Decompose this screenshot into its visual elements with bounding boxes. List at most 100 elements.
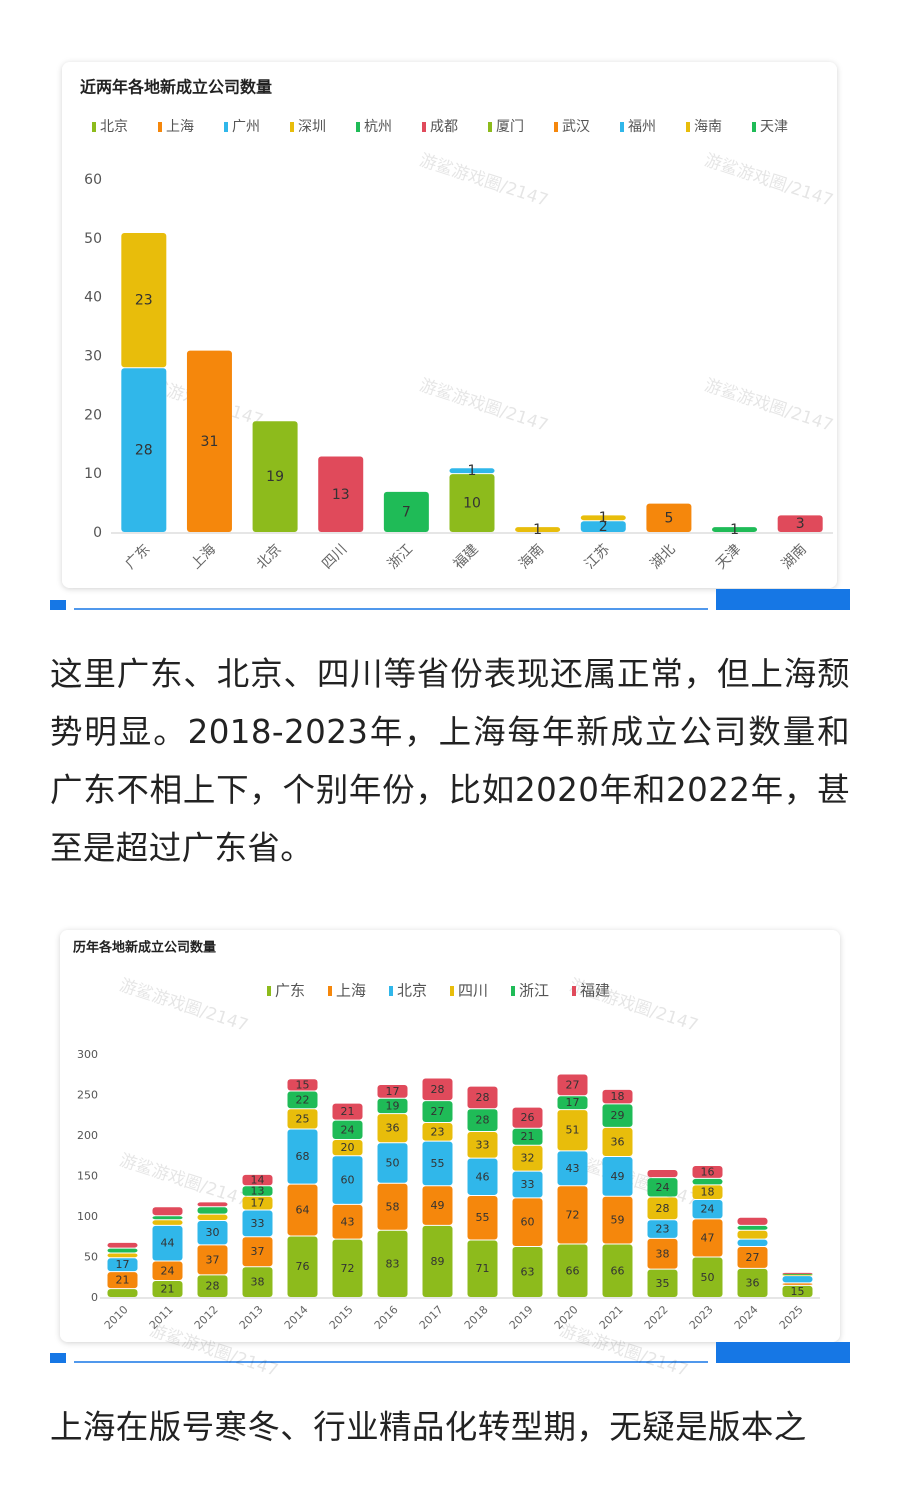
data-label: 30 (206, 1226, 220, 1239)
bar-segment (580, 521, 626, 532)
data-label: 2 (599, 519, 608, 535)
bar-segment (197, 1202, 228, 1207)
data-label: 64 (296, 1204, 310, 1217)
legend-label: 天津 (760, 119, 788, 135)
bar-segment (449, 468, 495, 474)
bar-segment (512, 1171, 543, 1198)
data-label: 37 (251, 1245, 265, 1258)
bar-segment (557, 1244, 588, 1297)
legend-marker (686, 122, 690, 132)
data-label: 26 (521, 1111, 535, 1124)
data-label: 21 (116, 1274, 130, 1287)
bar-segment (737, 1230, 768, 1239)
legend-label: 厦门 (496, 119, 524, 135)
data-label: 44 (161, 1237, 175, 1250)
data-label: 24 (656, 1181, 670, 1194)
bar-segment (242, 1186, 273, 1196)
bar-segment (107, 1253, 138, 1258)
data-label: 18 (701, 1186, 715, 1199)
data-label: 7 (402, 504, 411, 520)
bar-segment (186, 350, 232, 532)
bar-segment (287, 1184, 318, 1236)
legend-label: 广州 (232, 119, 260, 135)
data-label: 36 (386, 1122, 400, 1135)
bar-segment (692, 1199, 723, 1219)
legend-marker (92, 122, 96, 132)
bar-segment (467, 1086, 498, 1109)
data-label: 13 (251, 1184, 265, 1197)
bar-segment (557, 1151, 588, 1186)
data-label: 1 (468, 463, 477, 479)
bar-segment (692, 1178, 723, 1185)
bar-segment (557, 1110, 588, 1151)
legend-label: 北京 (397, 982, 427, 1000)
bar-segment (107, 1258, 138, 1272)
bar-segment (692, 1257, 723, 1297)
data-label: 21 (341, 1105, 355, 1118)
bar-segment (377, 1230, 408, 1297)
bar-segment (737, 1246, 768, 1268)
data-label: 33 (476, 1138, 490, 1151)
bar-segment (422, 1123, 453, 1141)
data-label: 18 (611, 1090, 625, 1103)
data-label: 33 (251, 1217, 265, 1230)
bar-segment (377, 1098, 408, 1114)
legend-label: 武汉 (562, 119, 590, 135)
data-label: 24 (341, 1123, 355, 1136)
legend-label: 福建 (580, 982, 610, 1000)
bar-segment (107, 1289, 138, 1297)
y-tick-label: 60 (84, 172, 102, 188)
legend-marker (572, 986, 576, 996)
data-label: 49 (611, 1170, 625, 1183)
data-label: 14 (251, 1174, 265, 1187)
bar-segment (602, 1089, 633, 1104)
bar-segment (422, 1141, 453, 1186)
data-label: 47 (701, 1231, 715, 1244)
data-label: 17 (386, 1085, 400, 1098)
bar-segment (287, 1129, 318, 1184)
data-label: 32 (521, 1152, 535, 1165)
bar-segment (467, 1109, 498, 1131)
bar-segment (422, 1225, 453, 1297)
bar-segment (512, 1128, 543, 1145)
bar-segment (602, 1196, 633, 1244)
data-label: 23 (431, 1125, 445, 1138)
bar-segment (467, 1158, 498, 1195)
y-tick-label: 40 (84, 290, 102, 306)
y-tick-label: 30 (84, 349, 102, 365)
bar-segment (449, 474, 495, 532)
bar-segment (557, 1074, 588, 1096)
y-tick-label: 50 (84, 231, 102, 247)
data-label: 29 (611, 1109, 625, 1122)
data-label: 25 (296, 1112, 310, 1125)
bar-segment (737, 1225, 768, 1230)
bar-segment (602, 1127, 633, 1157)
chart-title: 历年各地新成立公司数量 (73, 940, 216, 956)
bar-segment (692, 1185, 723, 1199)
bar-segment (242, 1267, 273, 1297)
legend-marker (389, 986, 393, 996)
y-tick-label: 100 (77, 1210, 98, 1223)
bar-segment (152, 1220, 183, 1225)
bar-segment (467, 1240, 498, 1297)
legend-marker (488, 122, 492, 132)
data-label: 55 (431, 1157, 445, 1170)
data-label: 49 (431, 1199, 445, 1212)
data-label: 1 (730, 522, 739, 538)
legend-marker (158, 122, 162, 132)
bar-segment (332, 1239, 363, 1297)
data-label: 83 (386, 1257, 400, 1270)
data-label: 33 (521, 1178, 535, 1191)
data-label: 36 (746, 1276, 760, 1289)
bar-segment (737, 1239, 768, 1246)
legend-marker (267, 986, 271, 996)
data-label: 21 (161, 1282, 175, 1295)
bar-segment (782, 1273, 813, 1275)
data-label: 60 (341, 1174, 355, 1187)
data-label: 89 (431, 1255, 445, 1268)
legend-label: 杭州 (364, 119, 392, 135)
bar-segment (377, 1183, 408, 1230)
bar-segment (242, 1237, 273, 1267)
